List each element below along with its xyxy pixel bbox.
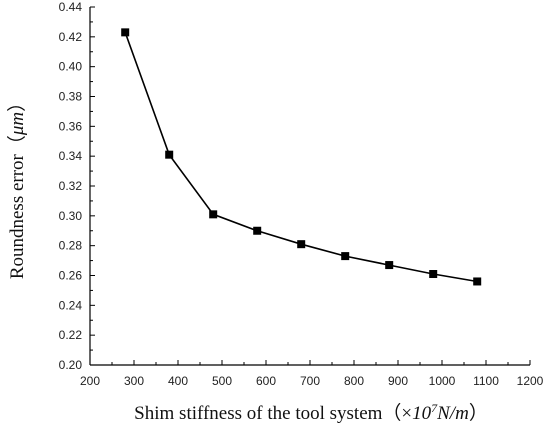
data-point-marker [473, 277, 482, 286]
data-point-marker [297, 240, 306, 249]
y-axis-title: Roundness error（μm） [6, 93, 28, 279]
y-tick-label: 0.24 [59, 298, 83, 312]
x-tick-label: 900 [388, 374, 408, 388]
x-tick-label: 1000 [429, 374, 456, 388]
y-tick-label: 0.36 [59, 119, 83, 133]
x-axis-title: Shim stiffness of the tool system（×107N/… [134, 401, 488, 424]
x-tick-label: 400 [168, 374, 188, 388]
x-axis-title-text: Shim stiffness of the tool system [134, 403, 382, 424]
x-tick-label: 700 [300, 374, 320, 388]
y-axis-unit-open: （ [6, 135, 28, 154]
y-axis-unit-close: ） [6, 93, 28, 112]
y-tick-label: 0.28 [59, 239, 83, 253]
y-tick-label: 0.22 [59, 328, 83, 342]
x-tick-label: 600 [256, 374, 276, 388]
x-axis-unit-base: 10 [412, 403, 432, 424]
y-tick-label: 0.20 [59, 358, 83, 372]
x-tick-label: 200 [80, 374, 100, 388]
data-point-marker [209, 210, 218, 219]
x-tick-labels: 200 300 400 500 600 700 800 900 1000 1100 1200 [80, 374, 544, 388]
y-axis-unit: μm [7, 112, 28, 136]
data-point-marker [121, 28, 130, 37]
axes [89, 6, 531, 366]
y-tick-label: 0.34 [59, 149, 83, 163]
y-tick-label: 0.40 [59, 60, 83, 74]
y-tick-label: 0.44 [59, 0, 83, 14]
y-tick-label: 0.32 [59, 179, 83, 193]
series-layer [121, 28, 482, 286]
y-tick-label: 0.30 [59, 209, 83, 223]
data-point-marker [165, 150, 174, 159]
y-tick-label: 0.42 [59, 30, 83, 44]
y-tick-labels: 0.20 0.22 0.24 0.26 0.28 0.30 0.32 0.34 0.36 0.38… [59, 0, 83, 372]
y-axis-title-text: Roundness error [7, 153, 28, 279]
x-axis-unit-rest: N/m [436, 403, 469, 424]
data-point-marker [429, 270, 438, 279]
data-point-marker [385, 261, 394, 270]
x-tick-label: 800 [344, 374, 364, 388]
x-tick-label: 1200 [517, 374, 544, 388]
y-tick-label: 0.38 [59, 90, 83, 104]
x-tick-label: 300 [124, 374, 144, 388]
x-axis-unit-exponent: 7 [431, 401, 438, 415]
data-point-marker [341, 252, 350, 261]
x-axis-unit-close: ） [469, 402, 488, 424]
data-point-marker [253, 226, 262, 235]
x-axis-unit-open: （× [382, 402, 412, 424]
y-tick-label: 0.26 [59, 269, 83, 283]
x-tick-label: 1100 [473, 374, 499, 388]
x-tick-label: 500 [212, 374, 232, 388]
